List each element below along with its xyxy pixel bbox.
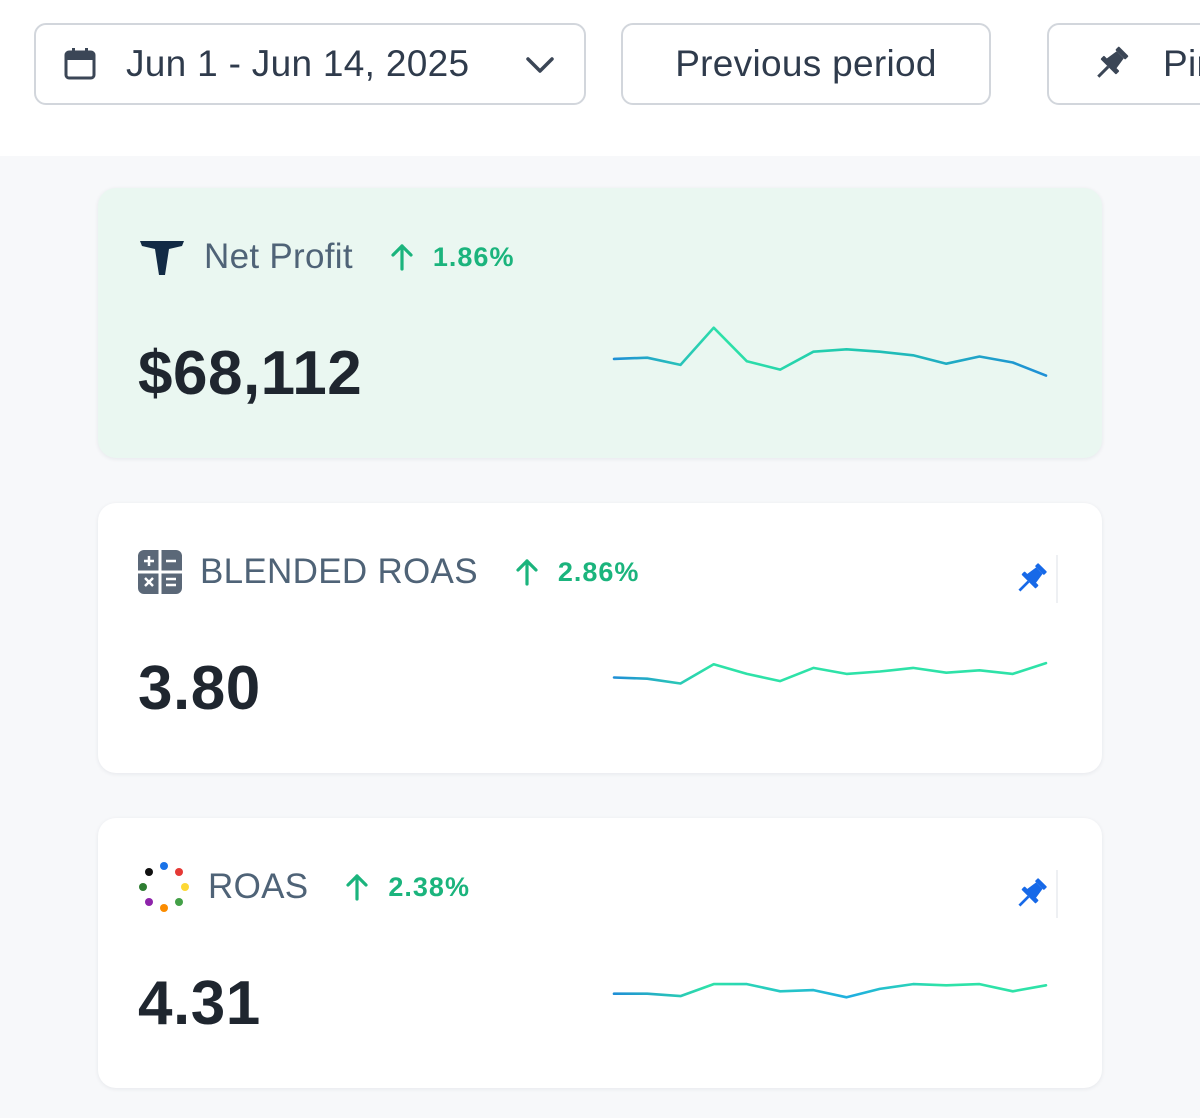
metric-value: 4.31 <box>138 969 261 1038</box>
metric-value: 3.80 <box>138 654 261 723</box>
sparkline-path <box>612 326 1048 377</box>
calendar-icon <box>62 46 98 82</box>
sparkline-path <box>612 982 1048 999</box>
metric-change: 2.38% <box>342 872 470 903</box>
metric-card-blended-roas[interactable]: BLENDED ROAS 2.86% <box>98 503 1102 773</box>
sparkline-path <box>612 661 1048 685</box>
date-range-label: Jun 1 - Jun 14, 2025 <box>126 43 470 84</box>
metric-title: Net Profit <box>204 237 353 276</box>
arrow-up-icon <box>342 872 372 902</box>
sparkline <box>612 326 1048 377</box>
triple-whale-logo-icon <box>138 237 186 277</box>
metric-title: BLENDED ROAS <box>200 552 478 591</box>
pin-button[interactable]: Pin <box>1047 23 1200 105</box>
chevron-down-icon <box>524 51 556 79</box>
metric-change-value: 2.86% <box>557 556 640 587</box>
date-range-picker[interactable]: Jun 1 - Jun 14, 2025 <box>34 23 586 105</box>
pin-label: Pin <box>1163 43 1200 84</box>
arrow-up-icon <box>512 557 542 587</box>
metrics-area: Net Profit 1.86% $68,112 <box>0 156 1200 1118</box>
pin-toggle-button[interactable] <box>1006 870 1058 918</box>
metric-change-value: 1.86% <box>432 241 515 272</box>
metric-header: ROAS 2.38% <box>138 862 470 912</box>
metric-card-roas[interactable]: ROAS 2.38% 4.31 <box>98 818 1102 1088</box>
sparkline <box>612 982 1048 999</box>
metric-card-net-profit[interactable]: Net Profit 1.86% $68,112 <box>98 188 1102 458</box>
compare-period-label: Previous period <box>675 43 937 84</box>
metric-header: BLENDED ROAS 2.86% <box>138 547 639 597</box>
toolbar: Jun 1 - Jun 14, 2025 Previous period Pin <box>0 0 1200 156</box>
compare-period-button[interactable]: Previous period <box>621 23 991 105</box>
arrow-up-icon <box>387 242 417 272</box>
pin-icon <box>1089 42 1133 86</box>
metric-change-value: 2.38% <box>388 871 470 902</box>
metric-header: Net Profit 1.86% <box>138 232 514 282</box>
metric-value: $68,112 <box>138 339 363 408</box>
sparkline <box>612 661 1048 685</box>
metric-title: ROAS <box>208 867 309 906</box>
metric-change: 1.86% <box>387 242 515 273</box>
pin-icon <box>1018 878 1047 907</box>
calculator-icon <box>138 550 182 594</box>
multicolor-dots-icon <box>138 861 190 913</box>
pin-toggle-button[interactable] <box>1006 555 1058 603</box>
pin-icon <box>1018 563 1047 592</box>
metric-change: 2.86% <box>512 557 640 588</box>
